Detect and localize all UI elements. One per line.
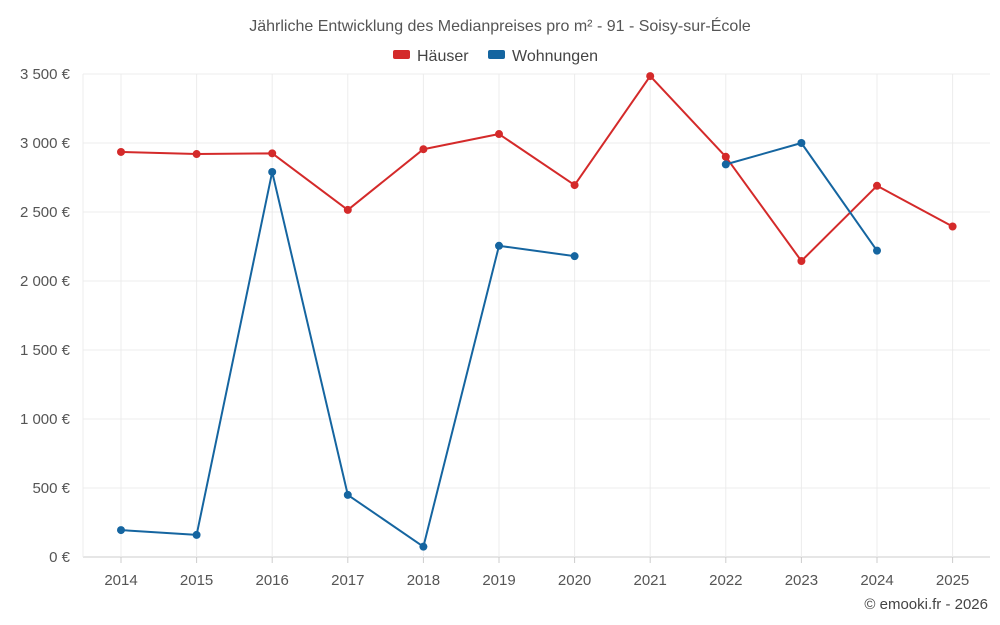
data-point[interactable]: [419, 542, 428, 551]
data-point[interactable]: [646, 72, 655, 81]
x-tick-label: 2015: [180, 572, 213, 589]
series-wohnungen: [117, 139, 881, 551]
y-tick-label: 2 500 €: [20, 204, 71, 221]
data-point[interactable]: [570, 181, 579, 190]
x-tick-label: 2020: [558, 572, 591, 589]
data-point[interactable]: [873, 181, 881, 190]
data-point[interactable]: [721, 152, 730, 161]
x-tick-label: 2023: [785, 572, 818, 589]
series-group: [117, 72, 957, 551]
data-point[interactable]: [948, 222, 957, 231]
data-point[interactable]: [797, 256, 806, 265]
x-tick-label: 2021: [634, 572, 667, 589]
x-tick-label: 2018: [407, 572, 440, 589]
gridlines: [82, 73, 990, 558]
legend-swatch: [393, 50, 410, 59]
legend-label: Häuser: [417, 48, 469, 65]
x-tick-label: 2022: [709, 572, 742, 589]
data-point[interactable]: [419, 145, 428, 154]
series-line: [120, 75, 954, 262]
x-tick-label: 2024: [860, 572, 893, 589]
legend[interactable]: Häuser Wohnungen: [393, 48, 598, 65]
data-point[interactable]: [495, 130, 503, 139]
legend-item-wohnungen[interactable]: Wohnungen: [488, 48, 598, 65]
y-tick-label: 0 €: [49, 549, 71, 566]
y-tick-label: 500 €: [32, 480, 70, 497]
x-tick-label: 2016: [256, 572, 289, 589]
data-point[interactable]: [873, 246, 881, 255]
data-point[interactable]: [343, 490, 352, 499]
data-point[interactable]: [721, 160, 730, 169]
y-tick-label: 3 500 €: [20, 66, 71, 83]
data-point[interactable]: [570, 252, 579, 261]
data-point[interactable]: [192, 530, 201, 539]
chart-title: Jährliche Entwicklung des Medianpreises …: [249, 16, 751, 35]
data-point[interactable]: [268, 167, 277, 176]
series-häuser: [117, 72, 957, 265]
y-tick-label: 1 000 €: [20, 411, 71, 428]
legend-item-häuser[interactable]: Häuser: [393, 48, 469, 65]
credit-text: © emooki.fr - 2026: [864, 596, 988, 613]
x-axis: 2014 2015 2016 2017 2018 2019 2020 2021 2022 2023…: [104, 557, 969, 589]
x-tick-label: 2017: [331, 572, 364, 589]
x-tick-label: 2014: [104, 572, 137, 589]
x-tick-label: 2025: [936, 572, 969, 589]
x-tick-label: 2019: [482, 572, 515, 589]
data-point[interactable]: [117, 526, 125, 535]
legend-swatch: [488, 50, 505, 59]
data-point[interactable]: [797, 139, 806, 147]
legend-label: Wohnungen: [512, 48, 598, 65]
data-point[interactable]: [268, 149, 277, 158]
data-point[interactable]: [192, 150, 201, 159]
data-point[interactable]: [117, 147, 125, 156]
y-tick-label: 1 500 €: [20, 342, 71, 359]
y-axis: 0 € 500 € 1 000 € 1 500 € 2 000 € 2 500 € 3 00…: [20, 66, 71, 566]
y-tick-label: 3 000 €: [20, 135, 71, 152]
data-point[interactable]: [495, 241, 503, 250]
y-tick-label: 2 000 €: [20, 273, 71, 290]
data-point[interactable]: [343, 205, 352, 214]
